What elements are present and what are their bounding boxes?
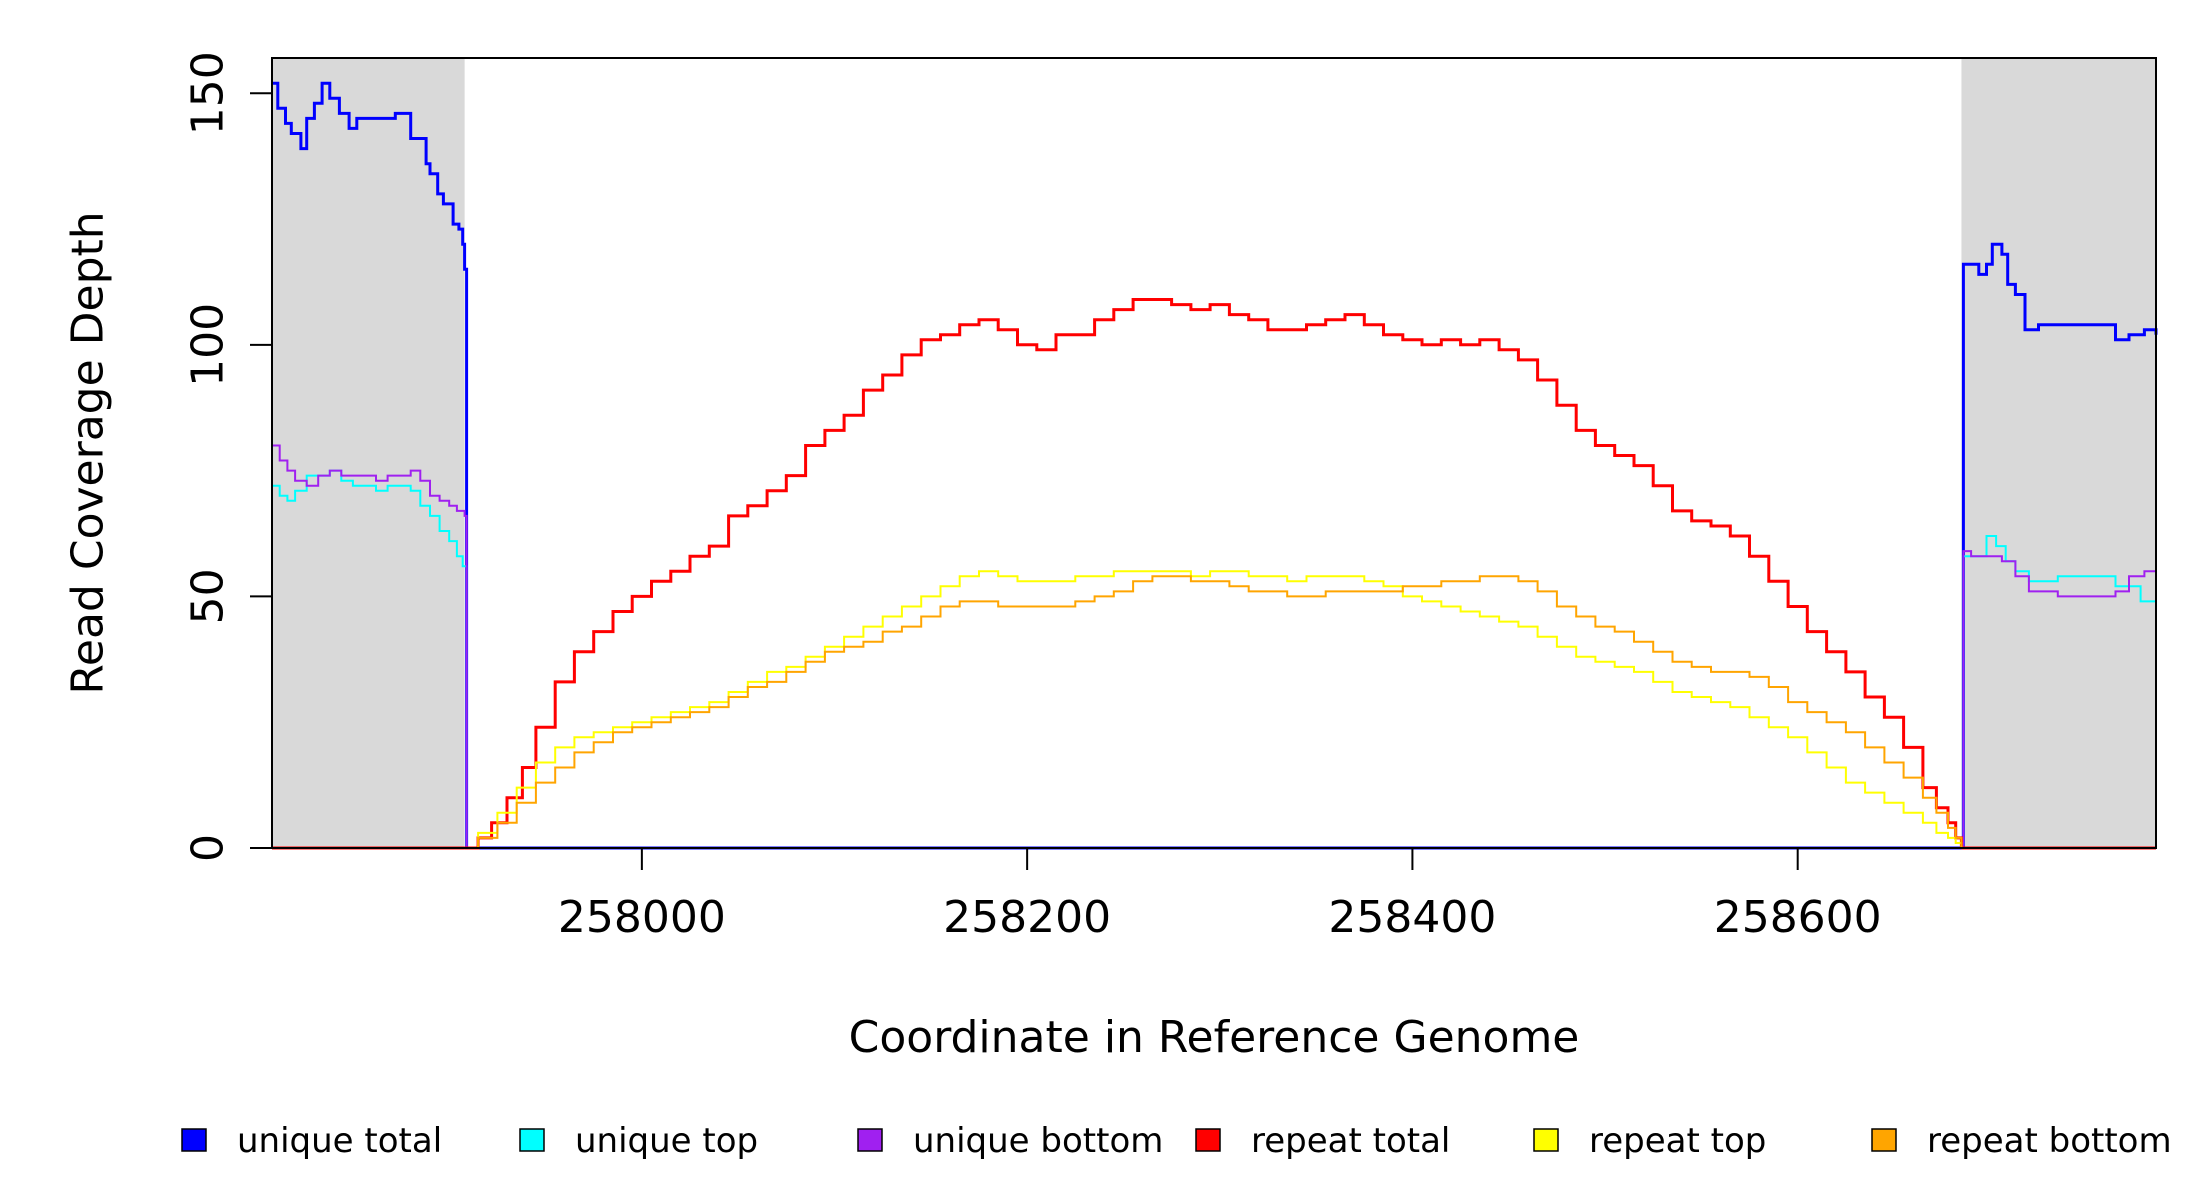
legend-label: repeat bottom <box>1927 1121 2172 1161</box>
legend-swatch <box>1195 1128 1221 1152</box>
y-tick-label: 150 <box>183 51 234 135</box>
legend-swatch <box>1871 1128 1897 1152</box>
x-tick-label: 258600 <box>1714 892 1882 943</box>
legend-swatch <box>181 1128 207 1152</box>
legend-item-unique-top: unique top <box>519 1121 758 1161</box>
legend-label: unique top <box>575 1121 758 1161</box>
legend-swatch <box>857 1128 883 1152</box>
y-tick-label: 0 <box>183 834 234 862</box>
series-line-repeat-bottom <box>464 575 1963 849</box>
series-line-unique-total <box>272 81 2158 850</box>
y-axis: 0 50 100 150 <box>183 51 272 862</box>
y-tick-label: 50 <box>183 568 234 624</box>
legend-item-repeat-bottom: repeat bottom <box>1871 1121 2172 1161</box>
legend-label: repeat total <box>1251 1121 1450 1161</box>
x-tick-label: 258000 <box>558 892 726 943</box>
legend-swatch <box>519 1128 545 1152</box>
series-line-repeat-total <box>464 298 1963 850</box>
x-tick-label: 258200 <box>943 892 1111 943</box>
legend-label: repeat top <box>1589 1121 1766 1161</box>
series-line-repeat-top <box>464 570 1963 849</box>
legend-label: unique bottom <box>913 1121 1163 1161</box>
legend-label: unique total <box>237 1121 442 1161</box>
legend-item-unique-bottom: unique bottom <box>857 1121 1163 1161</box>
y-tick-label: 100 <box>183 303 234 387</box>
x-axis: 258000 258200 258400 258600 <box>558 848 1882 943</box>
plot-frame <box>271 57 2157 849</box>
shaded-region-1 <box>272 58 465 848</box>
y-axis-title: Read Coverage Depth <box>63 211 114 694</box>
series-line-unique-top <box>272 469 2157 849</box>
legend-item-repeat-top: repeat top <box>1533 1121 1766 1161</box>
legend-item-repeat-total: repeat total <box>1195 1121 1450 1161</box>
series-lines <box>272 81 2158 850</box>
legend: unique total unique top unique bottom repea… <box>181 1121 2172 1161</box>
shaded-regions <box>272 58 2156 848</box>
x-tick-label: 258400 <box>1328 892 1496 943</box>
shaded-region-2 <box>1961 58 2156 848</box>
x-axis-title: Coordinate in Reference Genome <box>849 1012 1580 1063</box>
series-line-unique-bottom <box>272 444 2156 849</box>
legend-item-unique-total: unique total <box>181 1121 442 1161</box>
legend-swatch <box>1533 1128 1559 1152</box>
